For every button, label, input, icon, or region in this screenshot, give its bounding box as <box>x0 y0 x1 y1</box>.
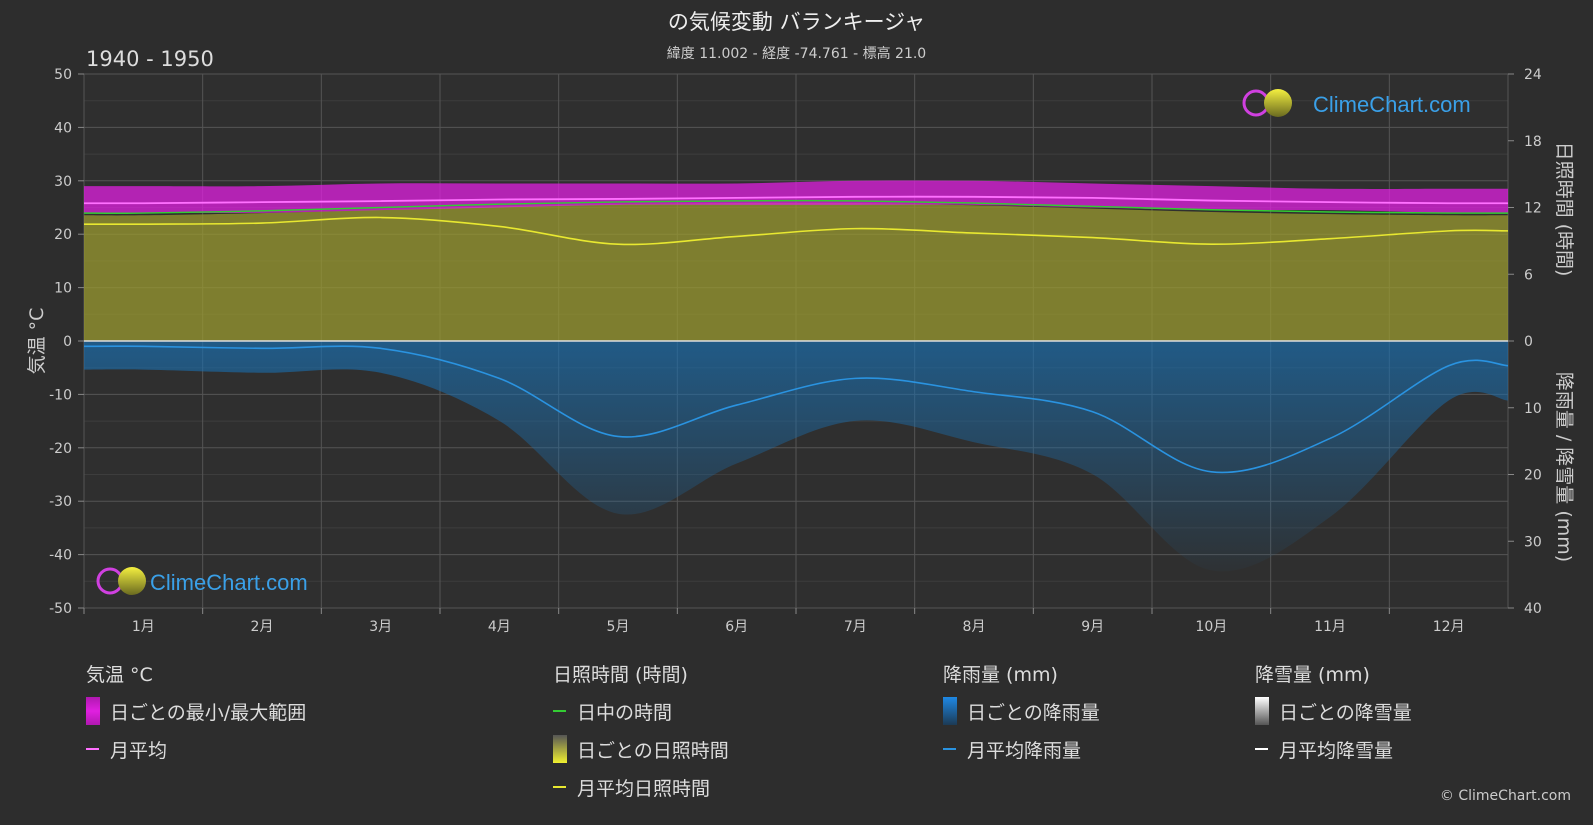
right-axis-rain-label: 降雨量 / 降雪量 (mm) <box>1553 372 1575 562</box>
right-axis-rain-tick-label: 30 <box>1524 534 1542 550</box>
right-axis-rain-tick-label: 10 <box>1524 401 1542 417</box>
watermark-text: ClimeChart.com <box>1313 92 1471 117</box>
rain-daily-swatch <box>943 697 957 725</box>
left-axis-tick-label: 0 <box>63 334 72 350</box>
left-axis-tick-label: -50 <box>49 601 72 617</box>
legend-temp-range-label: 日ごとの最小/最大範囲 <box>110 701 307 724</box>
month-tick-label: 7月 <box>844 619 867 635</box>
legend-temp-avg: 月平均 <box>86 736 306 762</box>
legend-snow-header: 降雪量 (mm) <box>1255 664 1370 686</box>
data-bands <box>84 180 1508 572</box>
legend-sun-daily-label: 日ごとの日照時間 <box>577 739 729 762</box>
left-axis-tick-label: -40 <box>49 548 72 564</box>
legend-temp-range: 日ごとの最小/最大範囲 <box>86 697 307 725</box>
sunshine-avg-line <box>83 216 1509 246</box>
legend-daylight-label: 日中の時間 <box>577 701 673 724</box>
right-axis-sun-tick-label: 18 <box>1524 134 1542 150</box>
month-tick-label: 4月 <box>488 619 511 635</box>
month-tick-label: 11月 <box>1314 619 1346 635</box>
rainfall-avg-line <box>83 345 1509 474</box>
legend-sun-header: 日照時間 (時間) <box>553 664 688 686</box>
legend-rain: 降雨量 (mm) 日ごとの降雨量 月平均降雨量 <box>943 660 1100 774</box>
right-axis-sun-label: 日照時間 (時間) <box>1553 142 1575 277</box>
temp-range-swatch <box>86 697 100 725</box>
month-tick-label: 6月 <box>725 619 748 635</box>
logo-sun-icon <box>1264 89 1292 117</box>
legend-temp-avg-label: 月平均 <box>110 739 168 762</box>
right-axis-sun-tick-label: 24 <box>1524 67 1542 83</box>
month-tick-label: 8月 <box>963 619 986 635</box>
legend-snow-avg: 月平均降雪量 <box>1255 736 1412 762</box>
month-tick-label: 10月 <box>1195 619 1227 635</box>
rain-avg-swatch <box>943 748 956 750</box>
left-axis-tick-label: 40 <box>54 120 72 136</box>
temp-avg-swatch <box>86 748 99 750</box>
legend-rain-header: 降雨量 (mm) <box>943 664 1058 686</box>
sunshine-daily-swatch <box>553 735 567 763</box>
sunshine-daily-band <box>84 202 1508 341</box>
watermark-top: ClimeChart.com <box>1242 89 1471 117</box>
daylight-line <box>83 199 1509 214</box>
legend-rain-daily: 日ごとの降雨量 <box>943 697 1100 725</box>
logo-sun-icon <box>118 567 146 595</box>
left-axis-label: 気温 °C <box>26 308 48 375</box>
legend-sun-avg-label: 月平均日照時間 <box>577 777 711 800</box>
right-axis-sun-tick-label: 12 <box>1524 201 1542 217</box>
right-axis-sun-tick-label: 0 <box>1524 334 1533 350</box>
left-axis-tick-label: 50 <box>54 67 72 83</box>
period-label: 1940 - 1950 <box>86 47 214 71</box>
left-axis-tick-label: 20 <box>54 227 72 243</box>
chart-title: の気候変動 バランキージャ <box>667 10 926 34</box>
daylight-swatch <box>553 710 566 712</box>
legend-temp-header: 気温 °C <box>86 664 153 686</box>
legend-sunshine: 日照時間 (時間) 日中の時間 日ごとの日照時間 月平均日照時間 <box>553 660 729 812</box>
legend-temperature: 気温 °C 日ごとの最小/最大範囲 月平均 <box>86 660 306 774</box>
right-axis-rain-tick-label: 20 <box>1524 468 1542 484</box>
left-axis-tick-label: -30 <box>49 494 72 510</box>
snow-avg-swatch <box>1255 748 1268 750</box>
temperature-avg-line <box>83 195 1509 205</box>
month-tick-label: 9月 <box>1081 619 1104 635</box>
right-axis-sun-tick-label: 6 <box>1524 267 1533 283</box>
left-axis-tick-label: 10 <box>54 281 72 297</box>
legend-snow-daily: 日ごとの降雪量 <box>1255 697 1412 725</box>
month-tick-label: 5月 <box>607 619 630 635</box>
right-axis-rain-tick-label: 40 <box>1524 601 1542 617</box>
legend-rain-avg: 月平均降雨量 <box>943 736 1100 762</box>
month-tick-label: 2月 <box>251 619 274 635</box>
sunshine-avg-swatch <box>553 786 566 788</box>
legend-sun-daily: 日ごとの日照時間 <box>553 735 729 763</box>
legend-daylight: 日中の時間 <box>553 698 729 724</box>
legend-snow-daily-label: 日ごとの降雪量 <box>1279 701 1412 724</box>
legend-snow-avg-label: 月平均降雪量 <box>1279 739 1394 762</box>
snow-daily-swatch <box>1255 697 1269 725</box>
copyright: © ClimeChart.com <box>1439 788 1571 804</box>
chart-subtitle: 緯度 11.002 - 経度 -74.761 - 標高 21.0 <box>666 46 927 62</box>
axes: 50 40 30 20 10 0 -10 -20 -30 -40 -50 24 18 12 6 0 10 20 30… <box>26 67 1575 635</box>
month-tick-label: 3月 <box>369 619 392 635</box>
left-axis-tick-label: -20 <box>49 441 72 457</box>
climate-chart: 50 40 30 20 10 0 -10 -20 -30 -40 -50 24 18 12 6 0 10 20 30… <box>26 67 1575 635</box>
legend-sun-avg: 月平均日照時間 <box>553 774 729 800</box>
rainfall-daily-band <box>84 341 1508 572</box>
legend-rain-avg-label: 月平均降雨量 <box>967 739 1082 762</box>
series-lines <box>83 195 1509 474</box>
watermark-text: ClimeChart.com <box>150 570 308 595</box>
legend-rain-daily-label: 日ごとの降雨量 <box>967 701 1100 724</box>
month-tick-label: 1月 <box>132 619 155 635</box>
left-axis-tick-label: 30 <box>54 174 72 190</box>
legend-snow: 降雪量 (mm) 日ごとの降雪量 月平均降雪量 <box>1255 660 1412 774</box>
month-tick-label: 12月 <box>1433 619 1465 635</box>
left-axis-tick-label: -10 <box>49 387 72 403</box>
watermark-bottom: ClimeChart.com <box>96 567 308 595</box>
